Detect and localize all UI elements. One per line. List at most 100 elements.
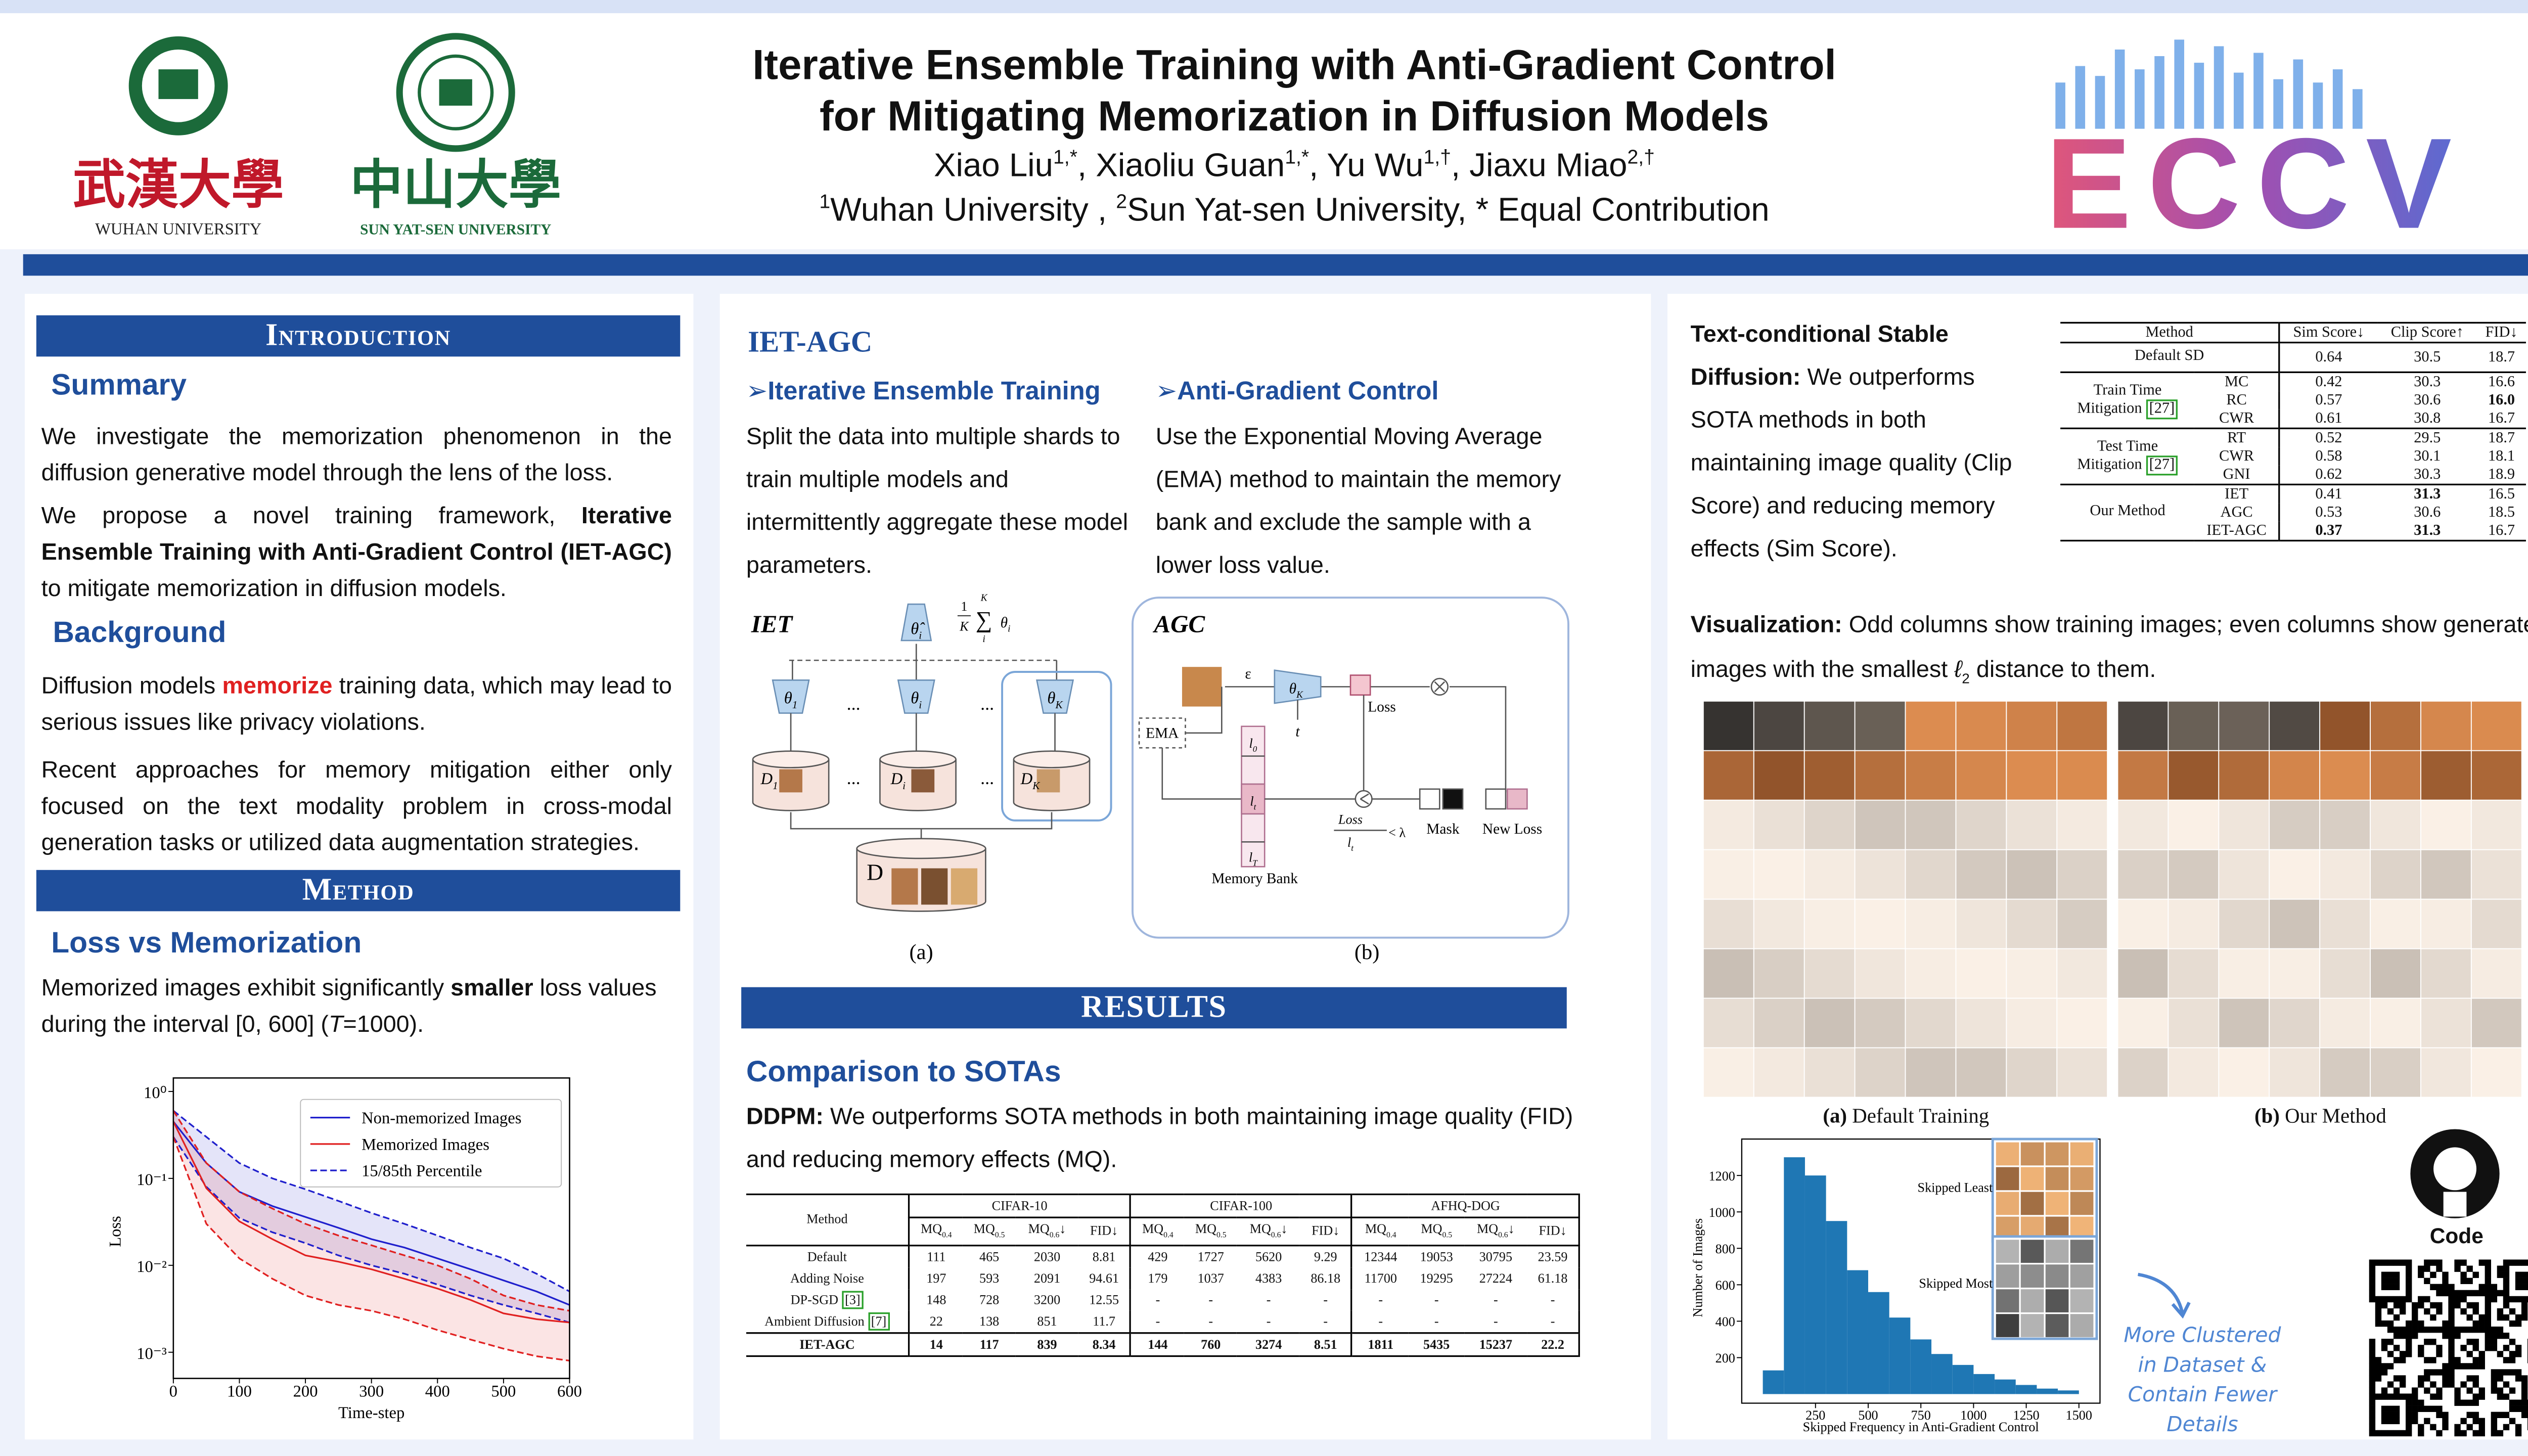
qr-module (2406, 1412, 2412, 1419)
table-cell: 1811 (1351, 1331, 1409, 1356)
qr-module (2412, 1308, 2418, 1315)
qr-module (2472, 1326, 2479, 1333)
qr-module (2466, 1387, 2473, 1394)
column-label: MQ (1249, 1221, 1271, 1237)
row-name: AGC (2195, 503, 2280, 522)
x-tick-label: 100 (227, 1382, 252, 1400)
image-tile (2169, 998, 2219, 1048)
qr-module (2478, 1314, 2485, 1321)
table-cell: 12.55 (1078, 1288, 1132, 1310)
qr-module (2472, 1339, 2479, 1345)
histogram-bar (1826, 1221, 1847, 1394)
qr-module (2369, 1369, 2376, 1376)
image-tile (2118, 701, 2168, 750)
paragraph: Text-conditional Stable Diffusion: We ou… (1691, 313, 2013, 571)
image-tile (2421, 800, 2471, 849)
qr-module (2497, 1351, 2504, 1357)
table-cell: 839 (1015, 1331, 1079, 1356)
paragraph: DDPM: We outperforms SOTA methods in bot… (746, 1096, 1597, 1182)
qr-module (2448, 1290, 2455, 1297)
qr-module (2466, 1351, 2473, 1357)
table-header: MQ0.4 (909, 1217, 963, 1246)
qr-module (2454, 1326, 2461, 1333)
table-header: MQ0.5 (1409, 1217, 1465, 1246)
logo-emblem (158, 69, 198, 99)
paragraph: Diffusion models memorize training data,… (41, 668, 672, 741)
diagram-label: ε (1245, 666, 1251, 682)
diagram-label: New Loss (1482, 821, 1542, 837)
qr-module (2448, 1357, 2455, 1363)
qr-module (2491, 1418, 2498, 1425)
subheading: Iterative Ensemble Training (746, 376, 1100, 407)
qr-module (2436, 1302, 2443, 1309)
y-tick-label: 600 (1716, 1278, 1735, 1293)
table-cell: 0.64 (2315, 349, 2342, 366)
image-tile (2421, 751, 2471, 800)
qr-module (2399, 1259, 2406, 1266)
shape (2273, 79, 2283, 129)
column-label: FID↓ (1312, 1223, 1340, 1239)
qr-module (2503, 1357, 2510, 1363)
qr-module (2387, 1405, 2394, 1412)
qr-module (2503, 1424, 2510, 1431)
row-name: CWR (2195, 409, 2280, 429)
qr-module (2515, 1351, 2522, 1357)
inset-image (1996, 1289, 2019, 1312)
image-tile (2007, 1048, 2057, 1097)
qr-module (2399, 1375, 2406, 1382)
qr-module (2442, 1412, 2449, 1419)
qr-module (2448, 1345, 2455, 1351)
inset-image (2070, 1167, 2094, 1191)
image-tile (2007, 998, 2057, 1048)
image-tile (2118, 1048, 2168, 1097)
histogram-bar (1995, 1379, 2016, 1394)
qr-module (2491, 1290, 2498, 1297)
percentile-line (172, 1136, 570, 1324)
inset-image (1996, 1314, 2019, 1337)
table-cell: 30.6 (2414, 392, 2441, 409)
qr-module (2497, 1314, 2504, 1321)
qr-module (2387, 1259, 2394, 1266)
shape (792, 644, 1058, 680)
image-tile (1754, 800, 1804, 849)
qr-module (2466, 1412, 2473, 1419)
inset-image (2070, 1289, 2094, 1312)
image-tile (1754, 899, 1804, 948)
label-sub: i (919, 699, 922, 711)
qr-module (2478, 1387, 2485, 1394)
title: Iterative Ensemble Training with Anti-Gr… (0, 41, 2528, 144)
qr-module (2503, 1393, 2510, 1400)
y-tick-label: 800 (1716, 1242, 1735, 1256)
text: Xiao Liu (933, 148, 1054, 185)
qr-module (2454, 1290, 2461, 1297)
qr-module (2472, 1290, 2479, 1297)
qr-module (2448, 1339, 2455, 1345)
group-label: Our Method (2060, 483, 2195, 541)
text: We outperforms SOTA methods in both main… (746, 1104, 1573, 1174)
qr-module (2521, 1259, 2528, 1266)
logo-emblem (439, 79, 472, 106)
shape (1355, 790, 1373, 808)
qr-module (2460, 1290, 2467, 1297)
x-tick-label: 500 (491, 1382, 516, 1400)
qr-module (2424, 1357, 2430, 1363)
qr-module (2485, 1308, 2492, 1315)
label-sub: K (1032, 780, 1041, 792)
qr-module (2418, 1375, 2424, 1382)
qr-module (2503, 1271, 2510, 1278)
qr-module (2387, 1326, 2394, 1333)
qr-module (2448, 1320, 2455, 1327)
label-main: D (890, 770, 903, 788)
qr-module (2448, 1308, 2455, 1315)
image-tile (2007, 850, 2057, 899)
column-label: FID↓ (1539, 1223, 1567, 1239)
qr-module (2430, 1405, 2436, 1412)
table-cell: 9.29 (1300, 1245, 1353, 1267)
image-tile (2370, 998, 2420, 1048)
annotation: More Clustered in Dataset & Contain Fewer D… (2113, 1321, 2292, 1439)
qr-module (2442, 1375, 2449, 1382)
table-cell: - (1266, 1292, 1271, 1307)
qr-module (2418, 1326, 2424, 1333)
y-tick-label: 400 (1716, 1314, 1735, 1329)
row-name: IET (2195, 483, 2280, 504)
